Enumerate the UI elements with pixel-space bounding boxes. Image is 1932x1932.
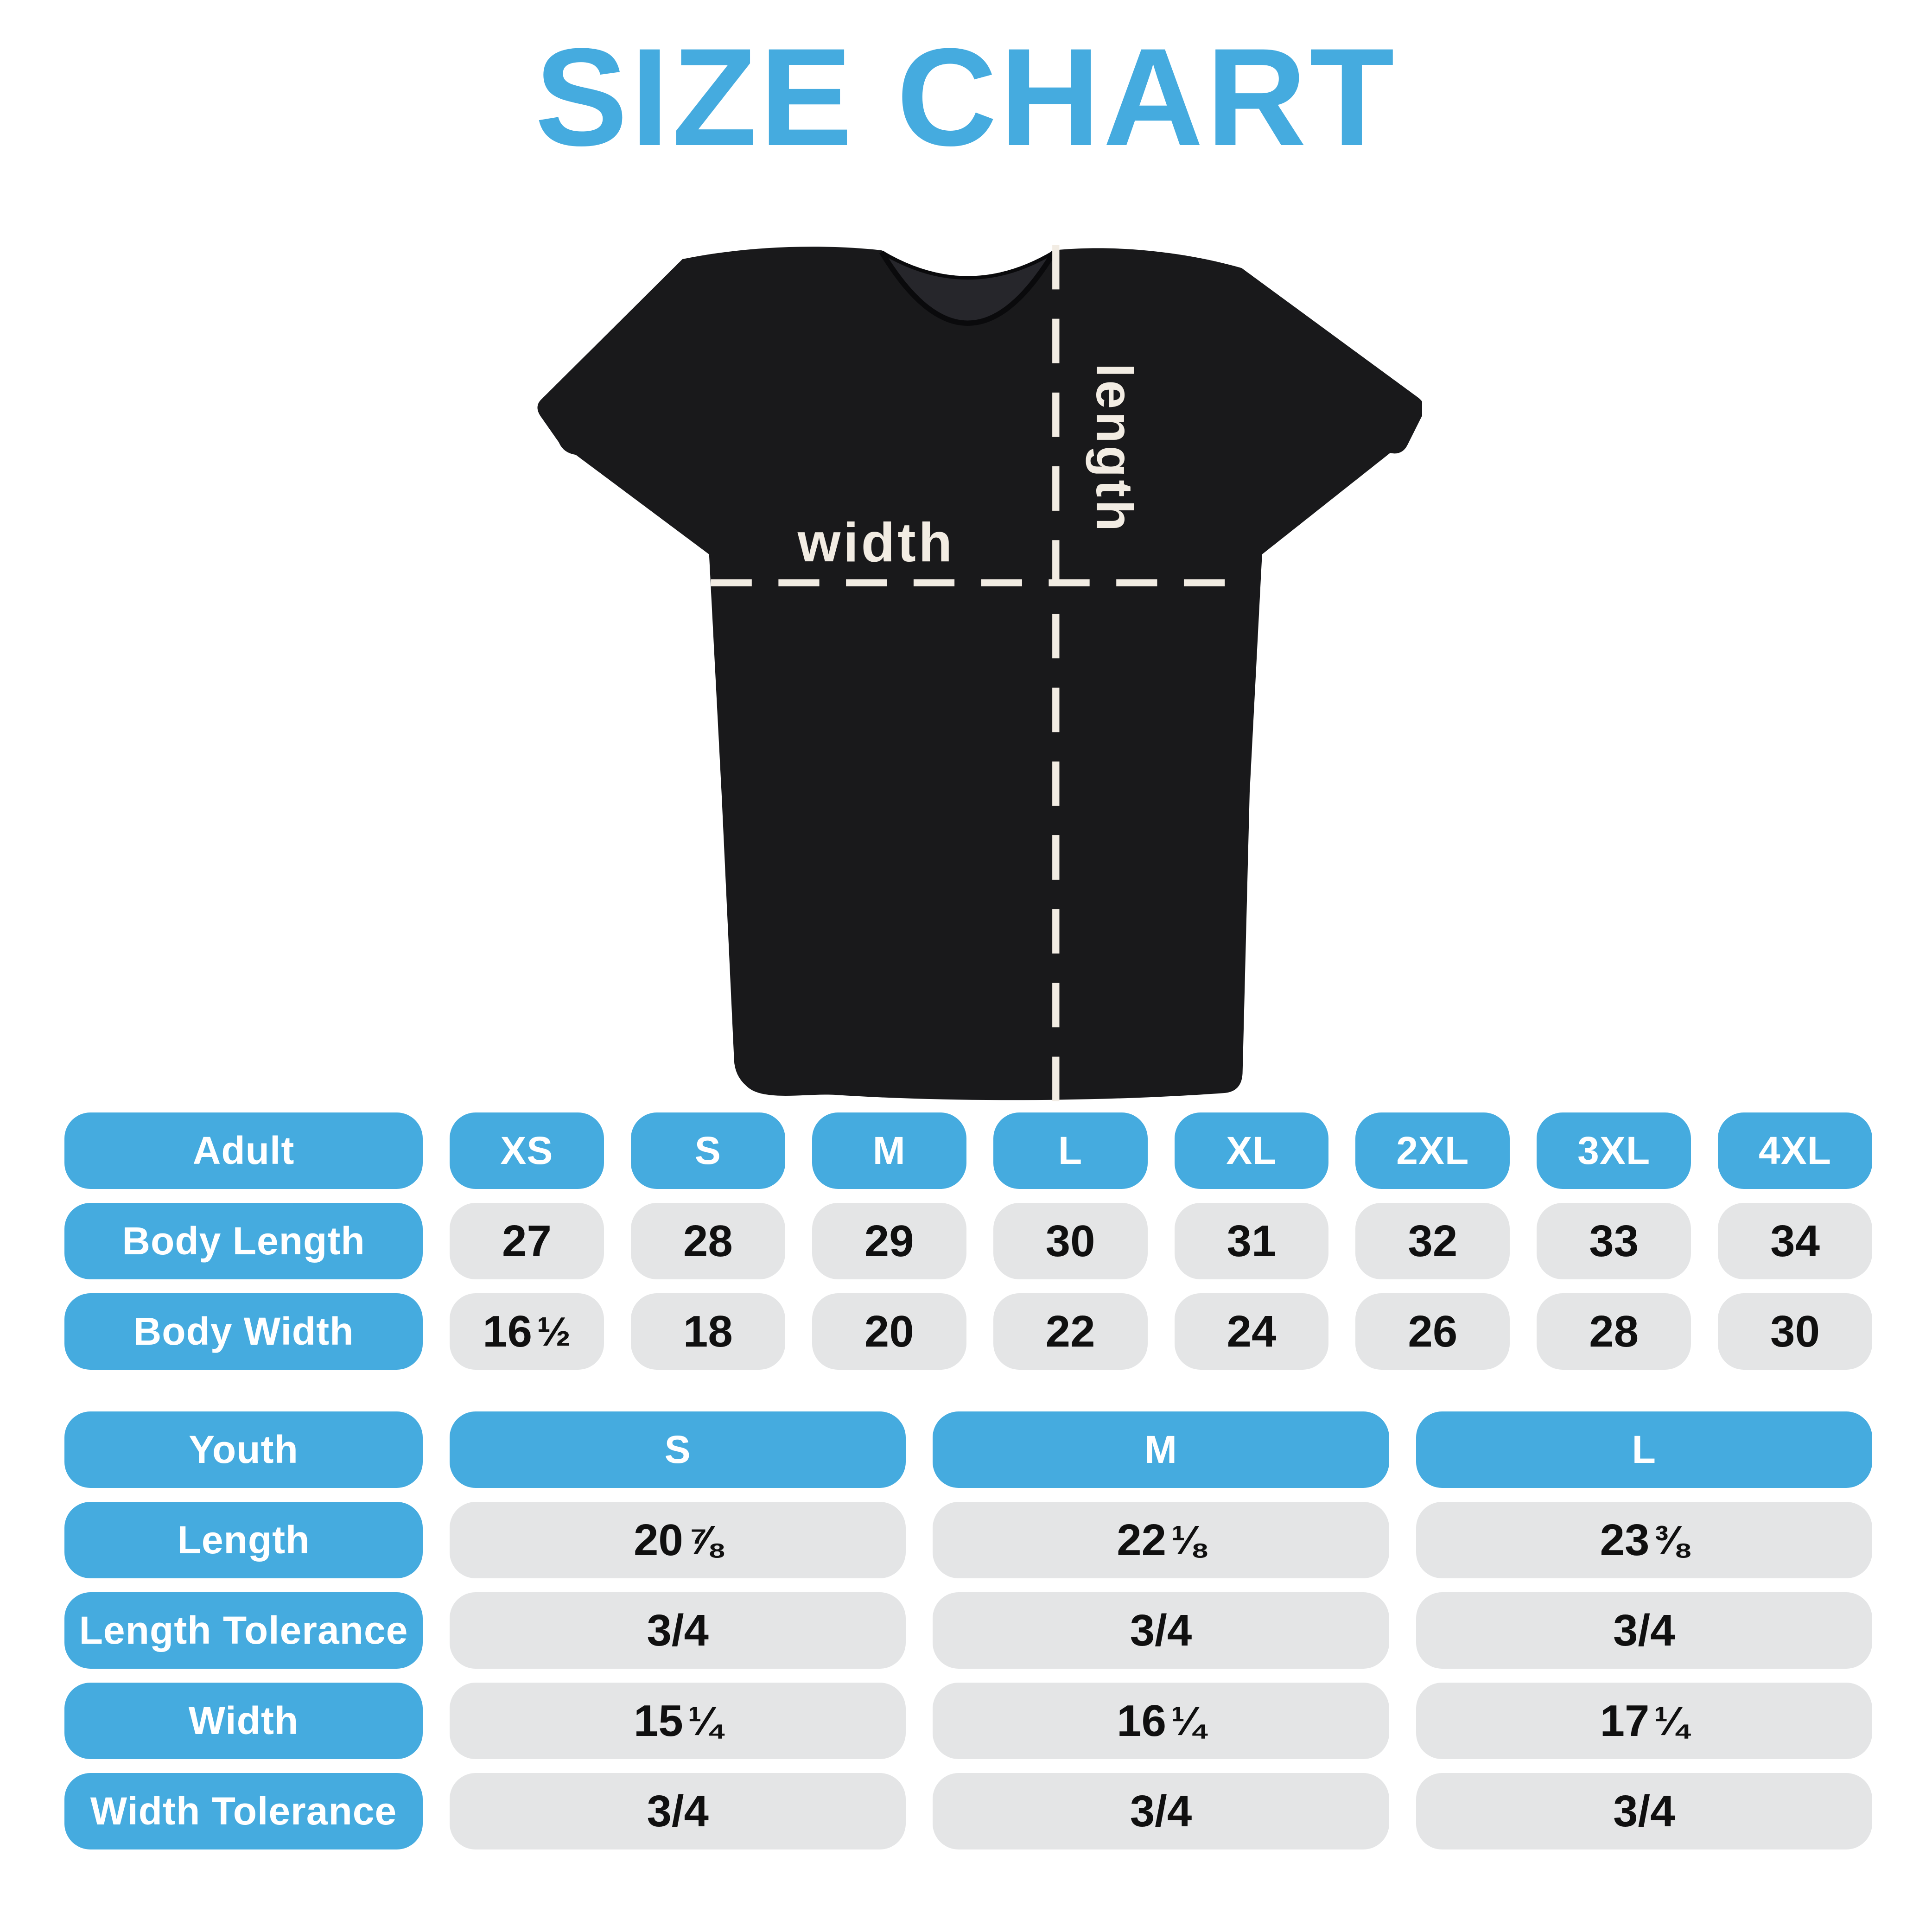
youth-length-tolerance-value-s: 3/4: [450, 1592, 906, 1669]
body-length-value-4xl: 34: [1718, 1203, 1872, 1279]
row-label-width: Width: [64, 1683, 423, 1759]
youth-length-tolerance-value-l: 3/4: [1416, 1592, 1872, 1669]
adult-size-header-xs: XS: [450, 1112, 604, 1189]
tshirt-measurement-diagram: width length: [533, 241, 1422, 1115]
body-length-value-xs: 27: [450, 1203, 604, 1279]
row-label-body-length: Body Length: [64, 1203, 423, 1279]
body-width-value-4xl: 30: [1718, 1293, 1872, 1370]
row-label-length-tolerance: Length Tolerance: [64, 1592, 423, 1669]
page-title: SIZE CHART: [535, 19, 1397, 175]
tshirt-collar-front-seam: [879, 250, 1056, 326]
youth-size-header-m: M: [933, 1411, 1389, 1488]
fraction: ¼: [687, 1697, 722, 1744]
youth-width-value-s: 15 ¼: [450, 1683, 906, 1759]
body-length-value-2xl: 32: [1355, 1203, 1510, 1279]
fraction: ¼: [1654, 1697, 1689, 1744]
youth-length-value-l: 23 ⅜: [1416, 1502, 1872, 1578]
youth-length-value-s: 20 ⅞: [450, 1502, 906, 1578]
row-label-length: Length: [64, 1502, 423, 1578]
youth-header-cell: Youth: [64, 1411, 423, 1488]
body-length-value-m: 29: [812, 1203, 966, 1279]
body-width-value-3xl: 28: [1537, 1293, 1691, 1370]
width-label: width: [797, 512, 955, 573]
body-length-value-xl: 31: [1174, 1203, 1329, 1279]
tshirt-graphic: width length: [537, 245, 1422, 1106]
youth-size-header-l: L: [1416, 1411, 1872, 1488]
body-length-value-s: 28: [630, 1203, 785, 1279]
fraction: ⅜: [1654, 1517, 1689, 1563]
adult-size-header-s: S: [630, 1112, 785, 1189]
adult-size-header-m: M: [812, 1112, 966, 1189]
row-label-body-width: Body Width: [64, 1293, 423, 1370]
body-length-value-3xl: 33: [1537, 1203, 1691, 1279]
youth-width-tolerance-value-s: 3/4: [450, 1773, 906, 1849]
adult-size-header-l: L: [993, 1112, 1148, 1189]
youth-size-table: Youth S M L Length 20 ⅞ 22 ⅛ 23 ⅜ Length To…: [64, 1411, 1872, 1849]
youth-width-tolerance-value-m: 3/4: [933, 1773, 1389, 1849]
tshirt-collar-back-seam: [880, 250, 1055, 280]
adult-header-cell: Adult: [64, 1112, 423, 1189]
adult-size-header-xl: XL: [1174, 1112, 1329, 1189]
body-width-value-xl: 24: [1174, 1293, 1329, 1370]
fraction: ¼: [1171, 1697, 1205, 1744]
youth-size-header-s: S: [450, 1411, 906, 1488]
youth-width-value-l: 17 ¼: [1416, 1683, 1872, 1759]
youth-length-value-m: 22 ⅛: [933, 1502, 1389, 1578]
adult-size-table: Adult XS S M L XL 2XL 3XL 4XL Body Lengt…: [64, 1112, 1872, 1370]
body-width-value-2xl: 26: [1355, 1293, 1510, 1370]
row-label-width-tolerance: Width Tolerance: [64, 1773, 423, 1849]
youth-width-value-m: 16 ¼: [933, 1683, 1389, 1759]
youth-width-tolerance-value-l: 3/4: [1416, 1773, 1872, 1849]
body-width-value-xs: 16 ½: [450, 1293, 604, 1370]
adult-size-header-2xl: 2XL: [1355, 1112, 1510, 1189]
youth-length-tolerance-value-m: 3/4: [933, 1592, 1389, 1669]
body-length-value-l: 30: [993, 1203, 1148, 1279]
fraction: ½: [537, 1308, 571, 1354]
tshirt-body: [537, 247, 1422, 1100]
fraction: ⅞: [687, 1517, 722, 1563]
body-width-value-l: 22: [993, 1293, 1148, 1370]
adult-size-header-4xl: 4XL: [1718, 1112, 1872, 1189]
adult-size-header-3xl: 3XL: [1537, 1112, 1691, 1189]
fraction: ⅛: [1171, 1517, 1205, 1563]
body-width-value-m: 20: [812, 1293, 966, 1370]
body-width-value-s: 18: [630, 1293, 785, 1370]
length-label: length: [1086, 363, 1144, 534]
